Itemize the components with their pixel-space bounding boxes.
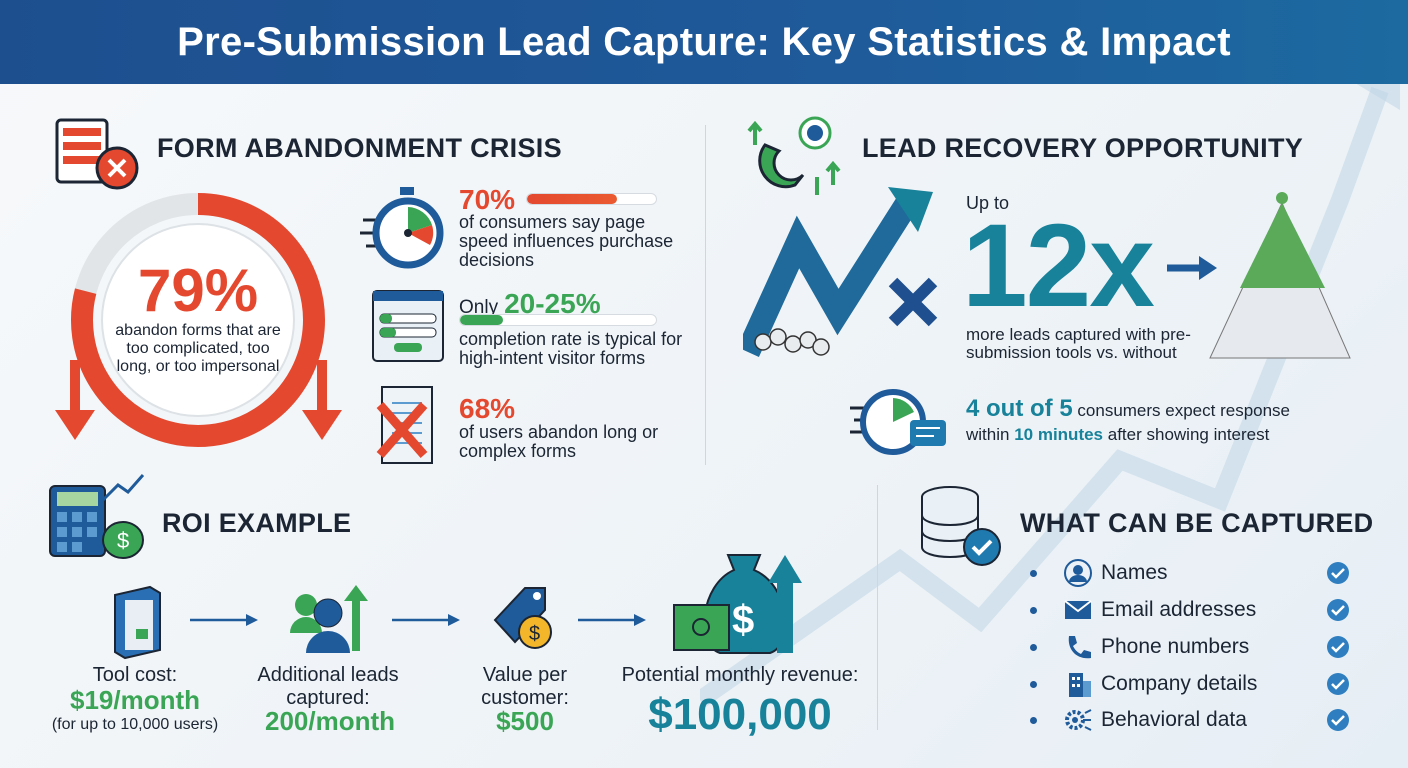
response-value: 4 out of 5 [966,395,1073,422]
stat-68-text: of users abandon long or complex forms [459,422,659,461]
checkmark-icon [1327,636,1349,658]
lead-magnet-icon [747,116,841,195]
stat-70-bar [526,193,657,205]
svg-text:$: $ [732,598,754,642]
software-box-icon [114,585,161,660]
bullet [1030,716,1037,724]
multiplier-text: more leads captured with pre-submission … [966,325,1191,362]
checkmark-icon [1327,562,1349,584]
checkmark-icon [1327,599,1349,621]
bullet [1030,606,1037,614]
roi-value-value: $500 [496,706,554,736]
abandonment-ring [55,193,342,447]
growth-chart-icon [743,187,938,357]
checkmark-icon [1327,709,1349,731]
svg-text:$: $ [529,623,540,645]
abandonment-title: FORM ABANDONMENT CRISIS [157,133,562,163]
roi-revenue-value: $100,000 [648,690,832,739]
ring-progress-arc [71,193,325,447]
stat-68-value: 68% [459,393,516,424]
stopwatch-icon [360,187,444,269]
checkmark-icon [1327,673,1349,695]
roi-tool-cost-note: (for up to 10,000 users) [51,716,219,733]
down-arrow-left-icon [55,410,95,440]
phone-icon [1068,636,1091,659]
database-check-icon [921,486,1001,566]
section-divider-2 [877,485,878,730]
response-text-2a: within [966,425,1010,444]
header-banner: Pre-Submission Lead Capture: Key Statist… [0,0,1408,84]
down-arrow-right-icon [302,410,342,440]
response-text-2b: after showing interest [1107,425,1270,444]
response-timer-icon [850,389,946,455]
stat-completion-heading: Only 20-25% [459,288,601,320]
money-bag-growth-icon: $ [673,554,802,654]
person-icon [1064,559,1092,587]
crossed-document-icon [376,386,433,464]
capture-item: Phone numbers [1030,632,1350,662]
capture-item-label: Names [1101,561,1168,584]
capture-item: Company details [1030,669,1350,699]
response-text-1: consumers expect response [1077,401,1291,420]
page-title: Pre-Submission Lead Capture: Key Statist… [177,19,1231,64]
web-form-icon [372,290,444,362]
recovery-title: LEAD RECOVERY OPPORTUNITY [862,133,1304,163]
section-divider [705,125,706,465]
roi-revenue-label: Potential monthly revenue: [621,664,859,686]
stat-completion-text: completion rate is typical for high-inte… [459,329,683,368]
flow-arrow-1 [190,614,258,626]
stat-70-text: of consumers say page speed influences p… [459,212,674,270]
capture-item-label: Email addresses [1101,598,1257,621]
bullet [1030,680,1037,688]
capture-item: Email addresses [1030,595,1350,625]
gear-network-icon [1065,709,1092,731]
response-stat: 4 out of 5 consumers expect response wit… [966,397,1346,447]
roi-tool-cost-value: $19/month [69,685,201,715]
stat-70-value: 70% [459,184,516,215]
stat-completion-value: 20-25% [504,288,601,319]
capture-item: Names [1030,558,1350,588]
roi-tool-cost-label: Tool cost: [92,664,178,686]
capture-item: Behavioral data [1030,705,1350,735]
roi-leads-label: Additional leads captured: [257,664,399,709]
roi-title: ROI EXAMPLE [162,508,352,538]
flow-arrow-2 [392,614,460,626]
bullet [1030,643,1037,651]
roi-leads-value: 200/month [264,706,396,736]
up-to-label: Up to [966,193,1010,213]
right-arrow-icon [1167,256,1217,280]
roi-value-label: Value per customer: [481,664,569,709]
ring-text: abandon forms that are too complicated, … [115,322,281,375]
building-icon [1069,673,1091,697]
flow-arrow-3 [578,614,646,626]
svg-text:$: $ [117,528,129,553]
broken-form-icon [55,118,139,190]
price-tag-icon: $ [493,587,552,649]
multiplier-value: 12x [962,200,1155,332]
envelope-icon [1064,600,1092,619]
lead-pile-icon [1209,192,1351,359]
response-highlight: 10 minutes [1014,425,1104,444]
bullet [1030,569,1037,577]
capture-item-label: Company details [1101,672,1258,695]
capture-item-label: Phone numbers [1101,635,1250,658]
capture-title: WHAT CAN BE CAPTURED [1020,508,1374,538]
ring-value: 79% [137,257,259,324]
stat-completion-prefix: Only [459,297,499,318]
stat-completion-bar [459,314,657,326]
calculator-money-icon: $ [49,474,145,559]
capture-item-label: Behavioral data [1101,708,1247,731]
leads-growth-icon [290,585,368,653]
